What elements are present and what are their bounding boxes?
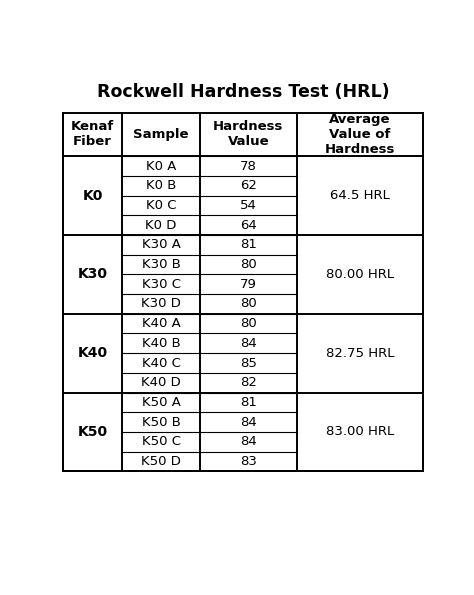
- Text: K50 A: K50 A: [142, 396, 181, 409]
- Text: 64.5 HRL: 64.5 HRL: [330, 189, 390, 202]
- Text: 80: 80: [240, 317, 257, 330]
- Text: K50 C: K50 C: [142, 436, 181, 448]
- Text: K40 C: K40 C: [142, 356, 181, 369]
- Text: 85: 85: [240, 356, 257, 369]
- Text: K40: K40: [78, 346, 108, 360]
- Text: K40 A: K40 A: [142, 317, 181, 330]
- Text: K30 C: K30 C: [142, 278, 181, 291]
- Text: K0 B: K0 B: [146, 179, 176, 192]
- Text: Rockwell Hardness Test (HRL): Rockwell Hardness Test (HRL): [97, 83, 389, 101]
- Text: K0 A: K0 A: [146, 159, 176, 173]
- Text: K30 A: K30 A: [142, 239, 181, 251]
- Text: Kenaf
Fiber: Kenaf Fiber: [71, 120, 114, 148]
- Text: K30 D: K30 D: [141, 298, 181, 311]
- Text: 78: 78: [240, 159, 257, 173]
- Text: Sample: Sample: [133, 128, 189, 141]
- Text: 64: 64: [240, 218, 257, 231]
- Text: 83.00 HRL: 83.00 HRL: [326, 425, 394, 439]
- Text: K30: K30: [78, 267, 108, 281]
- Text: 80: 80: [240, 298, 257, 311]
- Text: 81: 81: [240, 239, 257, 251]
- Text: 82.75 HRL: 82.75 HRL: [326, 347, 394, 359]
- Text: 54: 54: [240, 199, 257, 212]
- Text: K30 B: K30 B: [142, 258, 181, 271]
- Text: K0 D: K0 D: [146, 218, 177, 231]
- Text: K0: K0: [82, 189, 103, 202]
- Text: Hardness
Value: Hardness Value: [213, 120, 283, 148]
- Text: 80: 80: [240, 258, 257, 271]
- Text: K0 C: K0 C: [146, 199, 176, 212]
- Text: 84: 84: [240, 416, 257, 428]
- Text: K40 D: K40 D: [141, 376, 181, 389]
- Text: K50: K50: [78, 425, 108, 439]
- Text: 83: 83: [240, 455, 257, 468]
- Text: 62: 62: [240, 179, 257, 192]
- Text: K50 B: K50 B: [142, 416, 181, 428]
- Text: 84: 84: [240, 337, 257, 350]
- Text: 79: 79: [240, 278, 257, 291]
- Text: 84: 84: [240, 436, 257, 448]
- Text: 80.00 HRL: 80.00 HRL: [326, 268, 394, 281]
- Text: 82: 82: [240, 376, 257, 389]
- Text: Average
Value of
Hardness: Average Value of Hardness: [325, 113, 395, 156]
- Text: 81: 81: [240, 396, 257, 409]
- Text: K50 D: K50 D: [141, 455, 181, 468]
- Text: K40 B: K40 B: [142, 337, 181, 350]
